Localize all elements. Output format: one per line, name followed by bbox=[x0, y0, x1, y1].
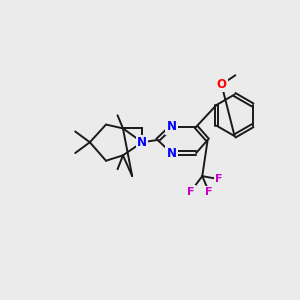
Text: O: O bbox=[217, 78, 226, 91]
Text: N: N bbox=[167, 146, 176, 160]
Text: F: F bbox=[215, 174, 223, 184]
Text: N: N bbox=[137, 136, 147, 149]
Text: N: N bbox=[167, 120, 176, 134]
Text: F: F bbox=[187, 187, 194, 196]
Text: F: F bbox=[206, 187, 213, 197]
